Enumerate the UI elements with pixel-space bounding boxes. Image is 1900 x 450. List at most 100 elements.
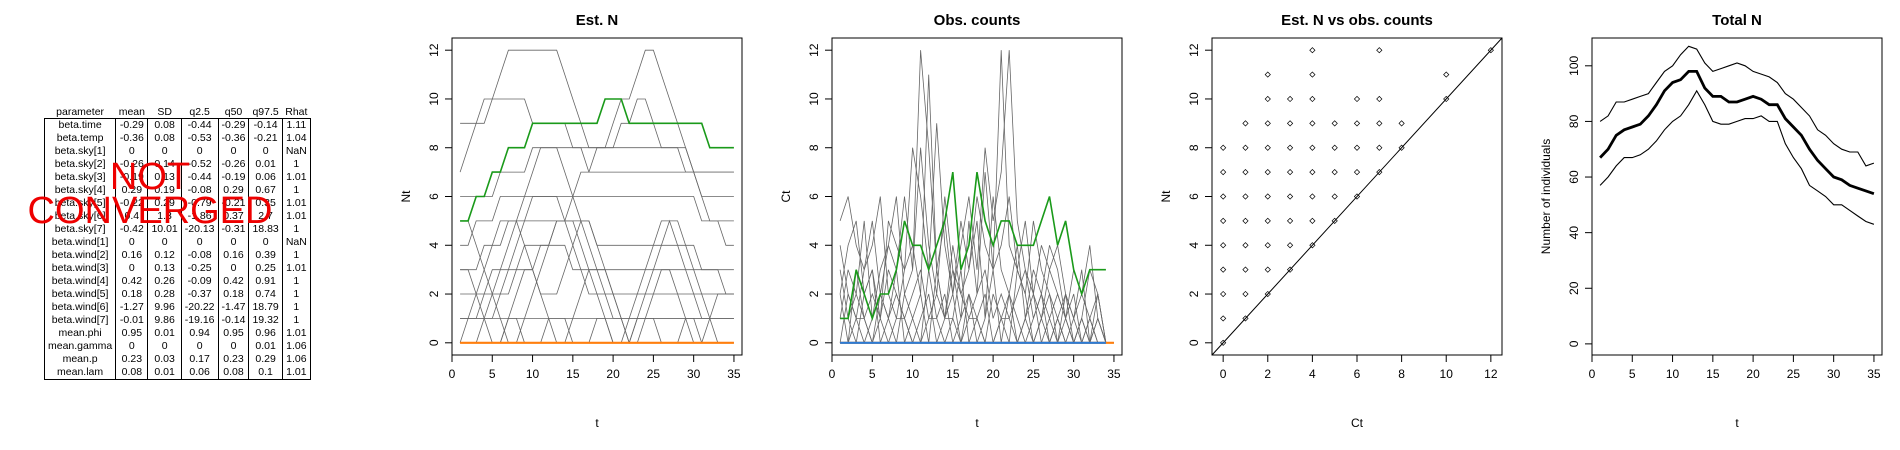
value-cell: 1.11 bbox=[281, 118, 311, 132]
x-axis-label: t bbox=[1735, 416, 1739, 430]
x-tick-label: 15 bbox=[566, 367, 580, 381]
scatter-point bbox=[1286, 169, 1294, 176]
scatter-point bbox=[1264, 95, 1271, 103]
value-cell: 0.4 bbox=[115, 210, 149, 223]
table-row: beta.wind[1] 0 0 0 0 0 NaN bbox=[43, 236, 311, 249]
scatter-point bbox=[1331, 217, 1338, 224]
value-cell: 1 bbox=[281, 223, 311, 236]
value-cell: 0 bbox=[115, 340, 149, 353]
value-cell: 0.91 bbox=[248, 275, 283, 288]
x-tick-label: 25 bbox=[647, 367, 661, 381]
scatter-point bbox=[1242, 290, 1249, 298]
value-cell: 0.23 bbox=[115, 353, 149, 366]
parameter-name-cell: beta.wind[2] bbox=[43, 249, 117, 262]
x-tick-label: 30 bbox=[687, 367, 701, 381]
value-cell: 0.95 bbox=[115, 327, 149, 340]
scatter-point bbox=[1443, 95, 1450, 103]
value-cell: -0.42 bbox=[115, 223, 149, 236]
y-tick-label: 60 bbox=[1567, 170, 1581, 184]
value-cell: 0.14 bbox=[147, 158, 182, 171]
value-cell: 0.08 bbox=[147, 132, 182, 145]
y-tick-label: 4 bbox=[427, 242, 441, 249]
gray-series-line bbox=[460, 147, 734, 197]
x-tick-label: 12 bbox=[1484, 367, 1498, 381]
value-cell: 0 bbox=[217, 236, 250, 249]
value-cell: NaN bbox=[281, 236, 311, 249]
value-cell: 0.67 bbox=[248, 184, 283, 197]
gray-series-line bbox=[839, 50, 1114, 344]
table-row: beta.wind[6] -1.27 9.96 -20.22 -1.47 18.79 1 bbox=[43, 301, 311, 314]
parameter-table: parameter mean SD q2.5 q50 q97.5 Rhat beta.tim… bbox=[43, 106, 311, 380]
value-cell: -0.08 bbox=[180, 184, 219, 197]
scatter-point bbox=[1309, 193, 1316, 200]
table-row: beta.wind[2] 0.16 0.12 -0.08 0.16 0.39 1 bbox=[43, 249, 311, 262]
value-cell: 0 bbox=[115, 145, 149, 158]
parameter-name-cell: beta.wind[5] bbox=[43, 288, 117, 301]
y-tick-label: 40 bbox=[1567, 226, 1581, 240]
parameter-table-panel: parameter mean SD q2.5 q50 q97.5 Rhat beta.tim… bbox=[43, 106, 311, 380]
scatter-point bbox=[1309, 120, 1316, 127]
value-cell: 0.1 bbox=[248, 366, 283, 380]
value-cell: -0.09 bbox=[180, 275, 219, 288]
value-cell: 1 bbox=[281, 288, 311, 301]
value-cell: -0.44 bbox=[180, 171, 219, 184]
scatter-point bbox=[1220, 169, 1227, 176]
table-row: mean.p 0.23 0.03 0.17 0.23 0.29 1.06 bbox=[43, 353, 311, 366]
value-cell: 1 bbox=[281, 314, 311, 327]
value-cell: 1.01 bbox=[281, 197, 311, 210]
value-cell: 0 bbox=[248, 145, 283, 158]
scatter-point bbox=[1264, 120, 1271, 127]
green-series-line bbox=[840, 171, 1106, 321]
value-cell: -0.36 bbox=[217, 132, 250, 145]
x-tick-label: 35 bbox=[1107, 367, 1121, 381]
lower-series-line bbox=[1599, 89, 1875, 225]
y-tick-label: 8 bbox=[427, 144, 441, 151]
x-tick-label: 15 bbox=[946, 367, 960, 381]
value-cell: -0.79 bbox=[180, 197, 219, 210]
scatter-point bbox=[1331, 120, 1338, 127]
value-cell: 18.79 bbox=[248, 301, 283, 314]
gray-series-line bbox=[459, 219, 734, 345]
value-cell: 0.39 bbox=[248, 249, 283, 262]
x-tick-label: 15 bbox=[1706, 367, 1720, 381]
parameter-name-cell: beta.sky[2] bbox=[43, 158, 117, 171]
value-cell: -20.22 bbox=[180, 301, 219, 314]
value-cell: 0.18 bbox=[217, 288, 250, 301]
value-cell: 0 bbox=[147, 340, 182, 353]
scatter-point bbox=[1309, 144, 1316, 151]
value-cell: 0 bbox=[147, 145, 182, 158]
y-tick-label: 8 bbox=[1187, 144, 1201, 151]
value-cell: 0 bbox=[217, 340, 250, 353]
x-axis-label: Ct bbox=[1351, 416, 1364, 430]
green-series-line bbox=[460, 98, 734, 222]
parameter-name-cell: beta.sky[3] bbox=[43, 171, 117, 184]
value-cell: 9.86 bbox=[147, 314, 182, 327]
chart-title: Est. N vs obs. counts bbox=[1281, 12, 1433, 29]
value-cell: -20.13 bbox=[180, 223, 219, 236]
scatter-point bbox=[1376, 95, 1383, 103]
value-cell: 0 bbox=[217, 145, 250, 158]
x-tick-label: 0 bbox=[1220, 367, 1227, 381]
value-cell: 0.25 bbox=[248, 262, 283, 275]
value-cell: 1 bbox=[281, 275, 311, 288]
scatter-point bbox=[1398, 120, 1405, 127]
value-cell: -0.53 bbox=[180, 132, 219, 145]
value-cell: 1.3 bbox=[147, 210, 182, 223]
scatter-point bbox=[1353, 193, 1361, 200]
value-cell: -0.14 bbox=[217, 314, 250, 327]
column-header: q97.5 bbox=[252, 106, 279, 118]
value-cell: 1 bbox=[281, 301, 311, 314]
value-cell: -0.26 bbox=[115, 158, 149, 171]
parameter-name-cell: mean.lam bbox=[43, 366, 117, 380]
value-cell: 2.7 bbox=[248, 210, 283, 223]
value-cell: 1.04 bbox=[281, 132, 311, 145]
value-cell: 1.06 bbox=[281, 340, 311, 353]
value-cell: 0.03 bbox=[147, 353, 182, 366]
value-cell: 0.37 bbox=[217, 210, 250, 223]
table-row: beta.sky[6] 0.4 1.3 -1.86 0.37 2.7 1.01 bbox=[43, 210, 311, 223]
value-cell: -1.47 bbox=[217, 301, 250, 314]
x-tick-label: 20 bbox=[986, 367, 1000, 381]
scatter-point bbox=[1242, 169, 1249, 176]
gray-series-line bbox=[460, 196, 734, 319]
y-tick-label: 10 bbox=[427, 92, 441, 106]
